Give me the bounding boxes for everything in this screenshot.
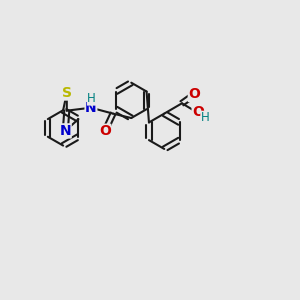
Text: N: N xyxy=(59,124,71,138)
Text: O: O xyxy=(99,124,111,138)
Text: H: H xyxy=(87,92,96,105)
Text: H: H xyxy=(200,111,209,124)
Text: S: S xyxy=(62,86,72,100)
Text: O: O xyxy=(192,105,204,119)
Text: O: O xyxy=(188,88,200,101)
Text: N: N xyxy=(85,101,97,115)
